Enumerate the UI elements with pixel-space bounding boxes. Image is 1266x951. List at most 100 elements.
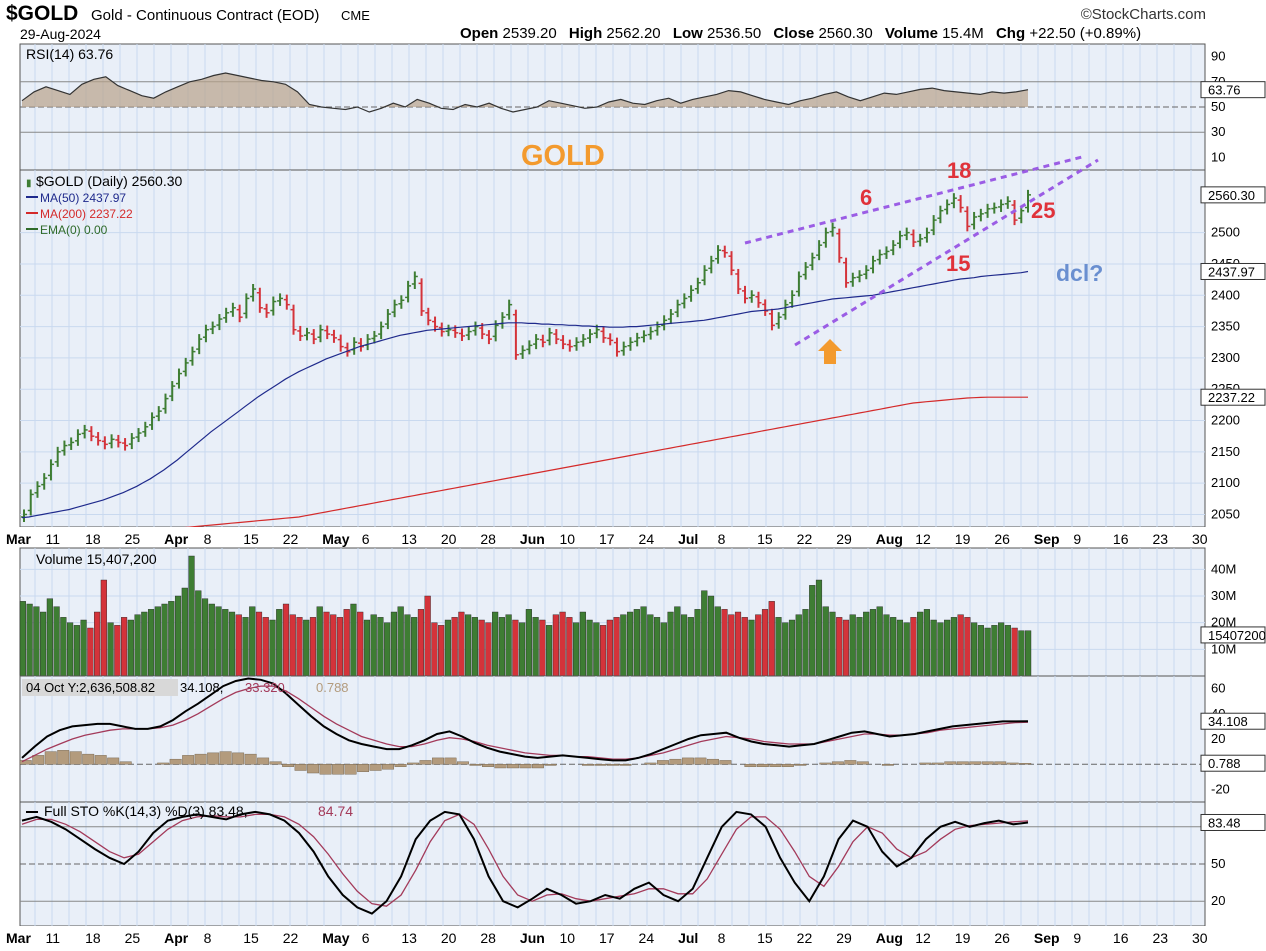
volume-bar: [492, 611, 499, 677]
volume-bar: [424, 595, 431, 677]
volume-bar: [640, 606, 647, 677]
volume-bar: [633, 609, 640, 677]
volume-bar: [276, 609, 283, 677]
volume-bar: [755, 614, 762, 677]
rsi-value: 63.76: [1208, 83, 1241, 98]
volume-bar: [67, 622, 74, 677]
macd-histogram-bar: [519, 764, 532, 769]
macd-histogram-bar: [457, 761, 469, 765]
x-tick-label: 11: [46, 531, 61, 547]
volume-bar: [384, 622, 391, 677]
sto-tick: 20: [1211, 893, 1225, 908]
volume-bar: [498, 617, 505, 677]
gold-annotation: GOLD: [521, 140, 605, 172]
volume-bar: [53, 606, 60, 677]
volume-bar: [114, 625, 121, 677]
volume-bar: [701, 590, 708, 677]
x-tick-label: 28: [480, 531, 496, 547]
volume-tick: 30M: [1211, 588, 1236, 603]
x-tick-label: Mar: [6, 531, 31, 547]
volume-bar: [539, 619, 546, 677]
sto-d-value-label: 84.74: [318, 803, 353, 819]
volume-bar: [849, 614, 856, 677]
volume-bar: [1011, 627, 1018, 677]
volume-bar: [323, 611, 330, 677]
volume-bar: [282, 603, 290, 677]
volume-bar: [559, 611, 566, 677]
volume-bar: [937, 622, 944, 677]
bottom-x-tick-label: 28: [480, 930, 496, 946]
x-tick-label: 10: [559, 531, 575, 547]
ma50-line: [21, 270, 1029, 519]
bottom-x-tick-label: 18: [85, 930, 101, 946]
wave-6-label: 6: [860, 185, 872, 210]
macd-histogram-bar: [32, 755, 45, 765]
volume-bar: [80, 619, 87, 677]
low-label: Low: [672, 25, 703, 42]
x-tick-label: 19: [955, 531, 971, 547]
x-tick-label: 6: [362, 531, 370, 547]
bottom-x-tick-label: 15: [757, 930, 773, 946]
rsi-value-box: [1200, 81, 1266, 99]
volume-bar: [1004, 625, 1011, 677]
volume-bar: [242, 617, 249, 677]
volume-bar: [910, 617, 917, 677]
high-value: 2562.20: [606, 25, 661, 42]
rsi-line: [21, 72, 1029, 113]
macd-histogram-bar: [881, 764, 894, 766]
source-credit[interactable]: ©StockCharts.com: [1080, 6, 1206, 23]
volume-value: 15407200: [1208, 628, 1266, 643]
volume-bar: [964, 617, 971, 677]
volume-bar: [377, 617, 384, 677]
volume-bar: [680, 614, 688, 677]
x-tick-label: 13: [401, 531, 417, 547]
ma50-value-box: [1200, 262, 1266, 280]
macd-histogram-bar: [319, 764, 332, 775]
macd-histogram-bar: [819, 762, 832, 765]
macd-tick: 60: [1211, 681, 1225, 696]
macd-histogram-bar: [781, 764, 794, 767]
volume-bar: [903, 622, 910, 677]
volume-bar: [505, 614, 512, 677]
bottom-x-tick-label: 19: [955, 930, 971, 946]
price-tick: 2500: [1211, 225, 1240, 240]
volume-bar: [411, 617, 418, 677]
macd-histogram-bar: [994, 761, 1007, 765]
bottom-x-tick-label: Apr: [164, 930, 189, 946]
macd-histogram-bar: [931, 762, 944, 765]
volume-bar: [721, 609, 728, 677]
legend-ema: EMA(0) 0.00: [40, 223, 108, 237]
volume-bar: [876, 606, 883, 677]
signal-value-label: 33.320,: [245, 680, 288, 695]
volume-bar: [991, 625, 998, 677]
x-tick-label: 29: [836, 531, 852, 547]
x-tick-label: May: [322, 531, 349, 547]
volume-bar: [552, 614, 559, 677]
macd-histogram-bar: [182, 755, 195, 765]
chart-header: $GOLD Gold - Continuous Contract (EOD) C…: [0, 0, 1266, 44]
volume-bar: [647, 614, 654, 677]
macd-histogram-bar: [681, 757, 694, 765]
volume-bar: [998, 622, 1005, 677]
ohlc-readout: Open 2539.20 High 2562.20 Low 2536.50 Cl…: [460, 25, 1149, 42]
bottom-x-tick-label: 13: [401, 930, 417, 946]
x-tick-label: 15: [243, 531, 259, 547]
volume-bar: [94, 611, 101, 677]
volume-bar: [707, 595, 715, 677]
x-tick-label: 23: [1152, 531, 1168, 547]
bottom-x-tick-label: 15: [243, 930, 259, 946]
macd-histogram-bar: [432, 757, 444, 765]
macd-histogram-bar: [19, 760, 32, 765]
macd-histogram-bar: [719, 760, 732, 765]
macd-histogram-bar: [944, 761, 957, 765]
volume-bar: [127, 619, 134, 677]
volume-value: 15.4M: [942, 25, 984, 42]
ma200-value: 2237.22: [1208, 390, 1255, 405]
bottom-x-tick-label: 25: [125, 930, 141, 946]
x-tick-label: 9: [1073, 531, 1081, 547]
dcl-annotation: dcl?: [1056, 260, 1103, 286]
bottom-x-tick-label: 12: [915, 930, 931, 946]
macd-histogram-bar: [544, 764, 557, 766]
volume-bar: [201, 598, 209, 677]
